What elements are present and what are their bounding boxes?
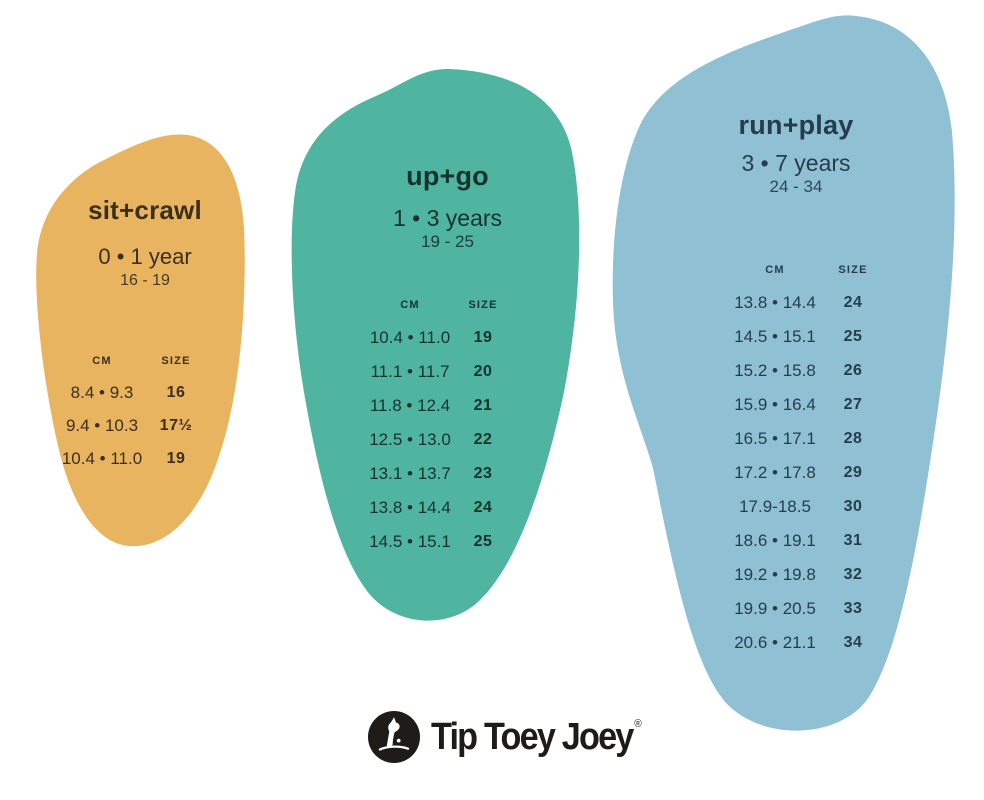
table-row: 11.1 • 11.7 20 (330, 355, 550, 389)
size-value: 21 (473, 397, 493, 414)
cm-value: 14.5 • 15.1 (369, 532, 451, 551)
table-row: 14.5 • 15.1 25 (330, 525, 550, 559)
table-row: 13.8 • 14.4 24 (700, 286, 920, 320)
cm-value: 10.4 • 11.0 (369, 328, 451, 347)
size-range: 24 - 34 (769, 177, 823, 196)
cm-column-header: CM (400, 299, 420, 311)
cm-value: 15.2 • 15.8 (734, 361, 816, 380)
cm-value: 18.6 • 19.1 (734, 531, 816, 550)
age-range: 1 • 3 years (392, 205, 503, 231)
size-value: 19 (166, 449, 186, 467)
table-row: 11.8 • 12.4 21 (330, 389, 550, 423)
cm-value: 10.4 • 11.0 (61, 448, 143, 468)
cm-value: 9.4 • 10.3 (65, 415, 139, 435)
size-value: 22 (473, 431, 493, 448)
cm-value: 13.8 • 14.4 (734, 293, 816, 312)
brand-logo: Tip Toey Joey ® (368, 708, 665, 766)
panel-title: up+go (406, 161, 489, 191)
size-table: CM SIZE 8.4 • 9.3 16 9.4 • 10.3 17½ 10.4 •… (40, 346, 240, 475)
sit-crawl-footprint-shape (36, 134, 245, 547)
cm-column-header: CM (92, 355, 112, 367)
cm-value: 11.1 • 11.7 (370, 362, 450, 381)
size-column-header: SIZE (838, 264, 868, 276)
table-row: 10.4 • 11.0 19 (40, 442, 240, 475)
size-range: 16 - 19 (120, 272, 170, 289)
table-row: 8.4 • 9.3 16 (40, 376, 240, 409)
cm-value: 15.9 • 16.4 (734, 395, 816, 414)
size-value: 17½ (159, 416, 193, 434)
cm-value: 17.2 • 17.8 (734, 463, 816, 482)
cm-value: 13.8 • 14.4 (369, 498, 451, 517)
size-column-header: SIZE (468, 299, 498, 311)
table-header-row: CM SIZE (330, 289, 550, 321)
size-value: 24 (473, 499, 493, 516)
size-value: 33 (843, 600, 863, 617)
size-value: 31 (843, 532, 863, 549)
table-row: 19.2 • 19.8 32 (700, 558, 920, 592)
table-header-row: CM SIZE (700, 254, 920, 286)
size-value: 28 (843, 430, 863, 447)
kangaroo-icon (368, 711, 420, 763)
table-header-row: CM SIZE (40, 346, 240, 376)
size-value: 25 (473, 533, 493, 550)
cm-value: 14.5 • 15.1 (734, 327, 816, 346)
size-value: 23 (473, 465, 493, 482)
size-value: 19 (473, 329, 493, 346)
cm-value: 13.1 • 13.7 (369, 464, 451, 483)
table-row: 15.9 • 16.4 27 (700, 388, 920, 422)
size-value: 30 (843, 498, 863, 515)
cm-value: 20.6 • 21.1 (734, 633, 816, 652)
size-value: 25 (843, 328, 863, 345)
cm-value: 11.8 • 12.4 (369, 396, 451, 415)
size-table: CM SIZE 13.8 • 14.4 24 14.5 • 15.1 25 15.2… (700, 254, 920, 660)
table-row: 13.8 • 14.4 24 (330, 491, 550, 525)
cm-value: 8.4 • 9.3 (70, 382, 134, 402)
brand-name: Tip Toey Joey ® (431, 716, 642, 759)
cm-value: 16.5 • 17.1 (734, 429, 816, 448)
size-column-header: SIZE (161, 355, 191, 367)
size-value: 32 (843, 566, 863, 583)
table-row: 10.4 • 11.0 19 (330, 321, 550, 355)
panel-run-play-header: run+play 3 • 7 years 24 - 34 (660, 110, 932, 197)
table-row: 13.1 • 13.7 23 (330, 457, 550, 491)
panel-up-go-header: up+go 1 • 3 years 19 - 25 (330, 161, 565, 252)
size-table: CM SIZE 10.4 • 11.0 19 11.1 • 11.7 20 11.8… (330, 289, 550, 559)
size-value: 24 (843, 294, 863, 311)
size-value: 34 (843, 634, 863, 651)
panel-title: run+play (738, 110, 854, 140)
size-range: 19 - 25 (421, 232, 474, 251)
table-row: 9.4 • 10.3 17½ (40, 409, 240, 442)
size-value: 29 (843, 464, 863, 481)
age-range: 0 • 1 year (98, 244, 192, 269)
brand-name-text: Tip Toey Joey (431, 715, 634, 758)
size-value: 16 (166, 383, 186, 401)
size-value: 26 (843, 362, 863, 379)
table-row: 17.9-18.5 30 (700, 490, 920, 524)
table-row: 19.9 • 20.5 33 (700, 592, 920, 626)
table-row: 18.6 • 19.1 31 (700, 524, 920, 558)
age-range: 3 • 7 years (741, 150, 851, 176)
table-row: 14.5 • 15.1 25 (700, 320, 920, 354)
cm-value: 17.9-18.5 (739, 497, 811, 516)
table-row: 20.6 • 21.1 34 (700, 626, 920, 660)
cm-value: 19.9 • 20.5 (734, 599, 816, 618)
cm-value: 19.2 • 19.8 (734, 565, 816, 584)
up-go-footprint-shape (291, 68, 580, 621)
cm-value: 12.5 • 13.0 (369, 430, 451, 449)
run-play-footprint-shape (612, 15, 955, 731)
panel-title: sit+crawl (88, 195, 202, 225)
size-value: 27 (843, 396, 863, 413)
table-row: 15.2 • 15.8 26 (700, 354, 920, 388)
registered-mark: ® (634, 717, 642, 730)
table-row: 12.5 • 13.0 22 (330, 423, 550, 457)
size-value: 20 (473, 363, 493, 380)
cm-column-header: CM (765, 264, 785, 276)
panel-sit-crawl-header: sit+crawl 0 • 1 year 16 - 19 (35, 196, 255, 290)
table-row: 16.5 • 17.1 28 (700, 422, 920, 456)
table-row: 17.2 • 17.8 29 (700, 456, 920, 490)
